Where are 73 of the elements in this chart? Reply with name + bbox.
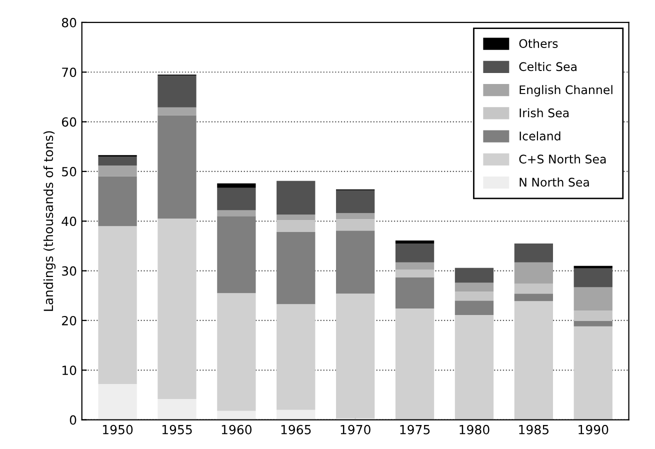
legend-label: Irish Sea	[520, 108, 569, 118]
legend-label: C+S North Sea	[519, 154, 606, 164]
bar	[395, 277, 434, 309]
bar	[276, 220, 316, 232]
legend-label: Iceland	[520, 131, 560, 140]
bar	[395, 270, 434, 278]
bar	[336, 190, 375, 214]
bar	[574, 266, 612, 268]
y-tick-label: 40	[62, 216, 76, 226]
bar	[158, 107, 196, 116]
bar	[395, 262, 434, 270]
bar	[276, 410, 316, 420]
bar	[217, 183, 256, 188]
bar	[454, 300, 494, 316]
x-tick-label: 1955	[162, 424, 192, 434]
x-tick-label: 1990	[578, 424, 608, 434]
y-tick-label: 80	[62, 18, 76, 28]
bar	[574, 320, 612, 326]
bar	[158, 115, 196, 219]
bar	[98, 226, 137, 384]
bar	[158, 218, 196, 399]
bar	[217, 293, 256, 411]
legend-label: English Channel	[520, 85, 612, 97]
bar	[98, 156, 137, 166]
bar	[217, 216, 256, 294]
bar	[574, 310, 612, 321]
bar	[158, 398, 196, 420]
x-tick-label: 1980	[460, 424, 490, 434]
x-tick-label: 1965	[281, 424, 311, 434]
bar	[276, 232, 316, 304]
bar	[336, 219, 375, 231]
y-axis-title: Landings (thousands of tons)	[43, 131, 56, 311]
y-tick-label: 0	[70, 415, 76, 425]
bar	[98, 166, 137, 176]
bar	[514, 284, 554, 294]
bar	[514, 294, 554, 302]
bar	[574, 287, 612, 311]
bar	[217, 210, 256, 216]
bar	[395, 243, 434, 262]
bar	[217, 410, 256, 420]
bar	[158, 76, 196, 108]
bar	[98, 384, 137, 420]
bar	[514, 243, 554, 262]
bar	[276, 304, 316, 410]
x-tick-label: 1950	[103, 424, 133, 434]
legend-label: N North Sea	[520, 178, 589, 187]
bar	[276, 214, 316, 220]
y-tick-label: 10	[62, 366, 76, 376]
bar	[454, 282, 494, 292]
bar	[98, 176, 137, 226]
bar	[454, 292, 494, 301]
legend-label: Celtic Sea	[519, 62, 576, 72]
x-tick-label: 1970	[340, 424, 370, 434]
y-tick-label: 30	[62, 266, 76, 276]
x-tick-label: 1985	[519, 424, 548, 434]
x-tick-label: 1960	[222, 424, 252, 434]
y-tick-label: 70	[62, 68, 76, 78]
bar	[454, 315, 494, 420]
legend-label: Others	[519, 38, 558, 48]
bar	[574, 326, 612, 420]
bar	[336, 213, 375, 220]
bar	[395, 308, 434, 420]
bar	[336, 294, 375, 418]
bar	[395, 240, 434, 244]
bar	[217, 188, 256, 210]
bar	[514, 301, 554, 420]
x-tick-label: 1975	[400, 424, 430, 434]
y-tick-label: 20	[62, 316, 76, 326]
y-tick-label: 50	[62, 166, 76, 176]
bar	[514, 262, 554, 284]
y-tick-label: 60	[62, 117, 76, 127]
bar	[276, 180, 316, 215]
bar	[336, 230, 375, 294]
